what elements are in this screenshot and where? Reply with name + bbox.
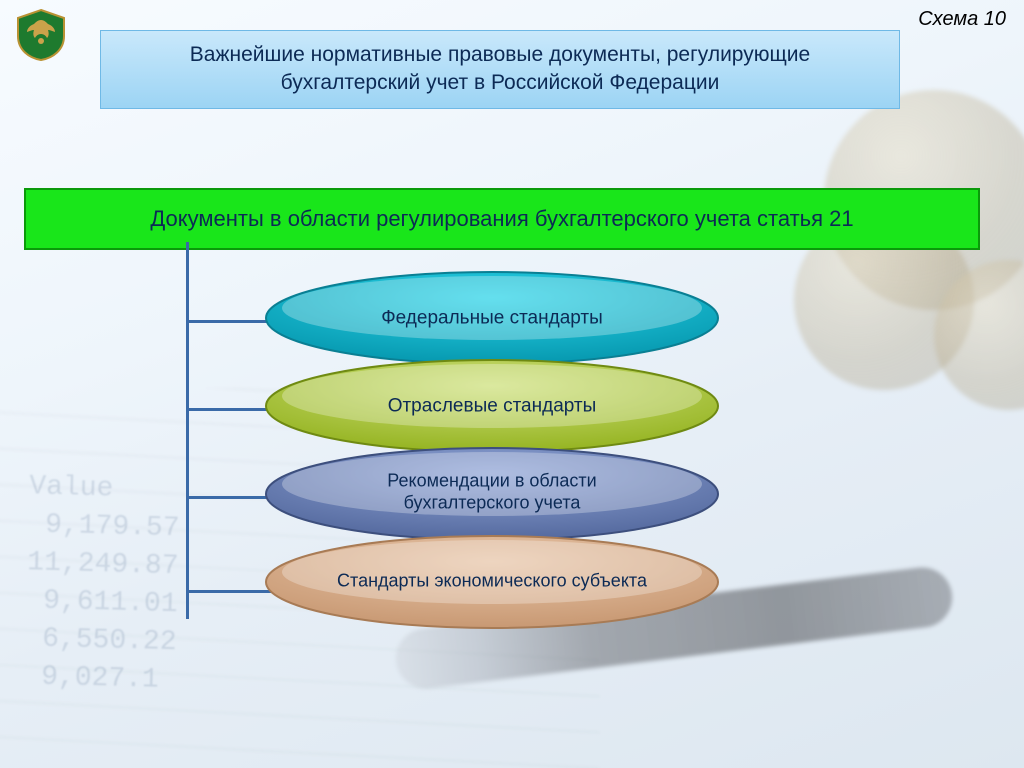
disc-shape [262, 444, 722, 544]
stack-disc: Стандарты экономического субъекта [262, 532, 722, 632]
emblem-icon [14, 8, 68, 62]
connector-vertical [186, 242, 189, 619]
disc-stack: Федеральные стандартыОтраслевые стандарт… [262, 268, 722, 632]
title-text: Важнейшие нормативные правовые документы… [190, 43, 810, 94]
section-header: Документы в области регулирования бухгал… [24, 188, 980, 250]
slide: Value 9,179.57 11,249.87 9,611.01 6,550.… [0, 0, 1024, 768]
title-box: Важнейшие нормативные правовые документы… [100, 30, 900, 109]
background-coins [704, 60, 1024, 440]
section-header-text: Документы в области регулирования бухгал… [150, 206, 853, 231]
disc-shape [262, 532, 722, 632]
stack-disc: Рекомендации в области бухгалтерского уч… [262, 444, 722, 544]
disc-shape [262, 268, 722, 368]
scheme-number: Схема 10 [918, 8, 1006, 31]
stack-disc: Отраслевые стандарты [262, 356, 722, 456]
disc-shape [262, 356, 722, 456]
stack-disc: Федеральные стандарты [262, 268, 722, 368]
